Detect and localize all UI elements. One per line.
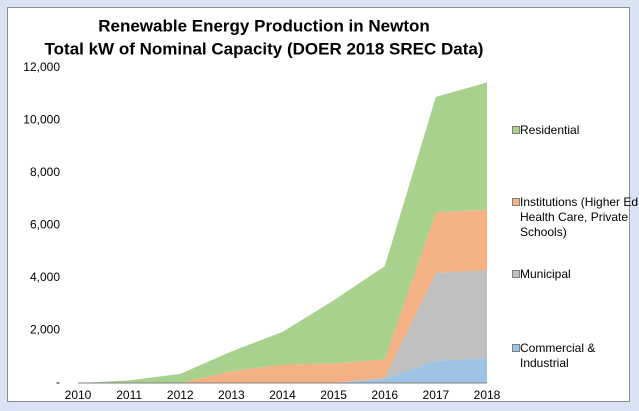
legend-item: Municipal bbox=[512, 267, 639, 282]
legend-label: Institutions (Higher Ed., Health Care, P… bbox=[520, 195, 639, 239]
y-tick-label: 10,000 bbox=[23, 113, 60, 127]
legend-label: Commercial & Industrial bbox=[520, 341, 596, 370]
y-tick-label: 12,000 bbox=[23, 60, 60, 74]
legend-item: Commercial & Industrial bbox=[512, 341, 639, 371]
legend-label: Residential bbox=[520, 123, 580, 137]
legend-item: Institutions (Higher Ed., Health Care, P… bbox=[512, 195, 639, 240]
x-tick-label: 2017 bbox=[423, 388, 450, 401]
area bbox=[78, 270, 487, 383]
legend-swatch bbox=[512, 198, 520, 206]
chart-title: Renewable Energy Production in Newton bbox=[98, 16, 430, 35]
y-tick-label: 8,000 bbox=[30, 165, 60, 179]
legend-swatch bbox=[512, 126, 520, 134]
x-tick-label: 2012 bbox=[167, 388, 194, 401]
x-tick-label: 2011 bbox=[116, 388, 142, 401]
legend-label: Municipal bbox=[520, 267, 571, 281]
x-tick-label: 2016 bbox=[371, 388, 398, 401]
legend-item: Residential bbox=[512, 123, 639, 138]
y-tick-label: 2,000 bbox=[30, 323, 60, 337]
area bbox=[78, 209, 487, 383]
x-tick-label: 2013 bbox=[218, 388, 245, 401]
chart: Renewable Energy Production in Newton To… bbox=[23, 16, 501, 401]
chart-subtitle: Total kW of Nominal Capacity (DOER 2018 … bbox=[45, 39, 484, 58]
chart-frame: Renewable Energy Production in Newton To… bbox=[7, 7, 639, 402]
legend-swatch bbox=[512, 344, 520, 352]
y-tick-label: 4,000 bbox=[30, 270, 60, 284]
area bbox=[78, 82, 487, 383]
area bbox=[78, 358, 487, 383]
legend-swatch bbox=[512, 270, 520, 278]
x-tick-label: 2014 bbox=[269, 388, 296, 401]
x-tick-label: 2015 bbox=[320, 388, 347, 401]
y-tick-label: 6,000 bbox=[30, 218, 60, 232]
y-tick-label: - bbox=[56, 375, 60, 389]
x-tick-label: 2018 bbox=[474, 388, 501, 401]
x-tick-label: 2010 bbox=[65, 388, 92, 401]
